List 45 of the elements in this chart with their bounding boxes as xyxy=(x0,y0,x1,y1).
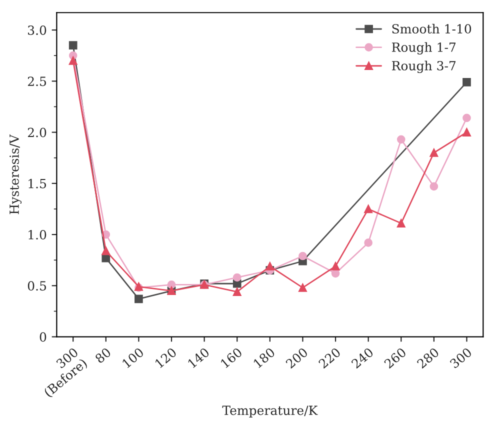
point xyxy=(430,182,438,191)
x-tick-label: 160 xyxy=(220,347,243,368)
y-tick-label: 0 xyxy=(40,332,46,342)
point xyxy=(134,294,143,304)
x-tick-label: 200 xyxy=(285,347,308,369)
y-tick-label: 0.5 xyxy=(28,281,46,291)
x-tick-label: 300 xyxy=(449,347,472,369)
x-tick-label: 280 xyxy=(416,347,440,369)
x-tick-label: 240 xyxy=(350,347,374,369)
x-tick-label: 220 xyxy=(318,347,342,369)
legend-label: Rough 1-7 xyxy=(392,42,456,55)
legend-label: Rough 3-7 xyxy=(392,60,456,74)
point xyxy=(298,252,307,260)
y-tick-label: 1.0 xyxy=(28,230,46,240)
x-tick-label: 140 xyxy=(187,347,210,368)
y-tick-label: 1.5 xyxy=(28,178,46,188)
point xyxy=(430,148,438,157)
legend-label: Smooth 1-10 xyxy=(392,24,472,34)
point xyxy=(462,128,471,136)
y-tick-label: 3.0 xyxy=(28,25,46,35)
x-tick-label: 100 xyxy=(122,347,144,368)
point xyxy=(68,41,78,50)
point xyxy=(232,273,242,282)
x-tick-label: 80 xyxy=(94,347,112,364)
point xyxy=(331,262,340,270)
point xyxy=(167,280,176,289)
point xyxy=(68,56,78,65)
x-tick-label: 260 xyxy=(384,347,407,369)
point xyxy=(266,262,274,270)
y-tick-label: 2.5 xyxy=(28,76,46,86)
point xyxy=(396,135,406,144)
x-axis-title: Temperature/K xyxy=(222,406,318,418)
point xyxy=(364,204,372,214)
y-tick-label: 2.0 xyxy=(28,128,46,138)
point xyxy=(396,219,406,228)
y-axis-title: Hysteresis/V xyxy=(10,134,22,214)
point xyxy=(364,238,372,247)
point xyxy=(462,78,471,86)
point xyxy=(102,246,110,256)
point xyxy=(331,269,340,278)
point xyxy=(298,284,307,292)
x-tick-label: 180 xyxy=(252,347,276,368)
x-tick-label: 120 xyxy=(154,347,178,368)
point xyxy=(462,114,471,122)
point xyxy=(232,288,242,296)
